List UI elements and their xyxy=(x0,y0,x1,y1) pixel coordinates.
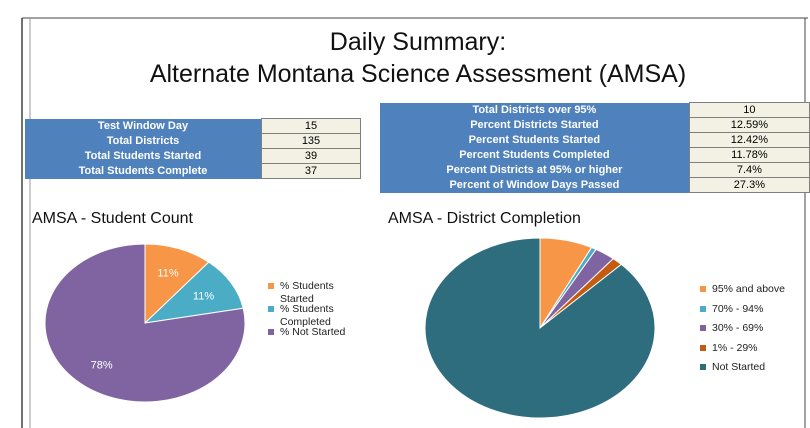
row-label: Percent Districts Started xyxy=(380,117,690,133)
legend-item: % Not Started xyxy=(268,326,353,339)
left-table: Test Window Day 15 Total Districts 135 Total… xyxy=(25,118,361,179)
table-row: Percent Districts Started 12.59% xyxy=(380,117,810,133)
legend-label: 70% - 94% xyxy=(712,302,764,315)
slice-label: 11% xyxy=(157,267,178,279)
legend-label: Not Started xyxy=(712,361,766,373)
pie-slice xyxy=(143,261,244,324)
chart-title: AMSA - Student Count xyxy=(32,210,194,227)
legend-swatch xyxy=(268,329,274,335)
title-line: Daily Summary: xyxy=(330,28,506,56)
row-label: Total Districts xyxy=(25,133,262,149)
row-label: Percent Districts at 95% or higher xyxy=(380,162,690,178)
table-row: Percent Districts at 95% or higher 7.4% xyxy=(380,162,810,178)
row-label: Total Districts over 95% xyxy=(380,102,690,118)
pie-slice xyxy=(44,243,246,403)
table-row: Total Students Complete 37 xyxy=(25,163,361,179)
row-value: 12.59% xyxy=(688,117,810,133)
legend-item: 30% - 69% xyxy=(700,322,810,335)
legend-item: 95% and above xyxy=(700,283,810,296)
row-value: 10 xyxy=(688,102,810,118)
row-label: Percent of Window Days Passed xyxy=(380,177,690,193)
legend-swatch xyxy=(268,306,274,312)
row-label: Total Students Complete xyxy=(25,163,262,179)
chart-title: AMSA - District Completion xyxy=(388,210,581,227)
legend-swatch xyxy=(700,344,706,351)
legend-swatch xyxy=(700,364,706,370)
legend-swatch xyxy=(700,325,706,331)
title-line: Alternate Montana Science Assessment (AM… xyxy=(150,60,686,88)
pie-slice xyxy=(144,243,210,325)
row-value: 37 xyxy=(261,163,361,179)
legend-label: 30% - 69% xyxy=(712,322,764,334)
legend-item: % Students Completed xyxy=(268,303,353,329)
row-value: 39 xyxy=(261,148,361,164)
row-value: 11.78% xyxy=(688,147,810,163)
slice-label: 11% xyxy=(193,291,214,303)
legend-swatch xyxy=(268,283,274,289)
slice-label: 78% xyxy=(91,359,113,371)
pie-slice xyxy=(424,237,656,419)
table-row: Percent Students Started 12.42% xyxy=(380,132,810,148)
legend-item: Not Started xyxy=(700,361,810,374)
row-label: Test Window Day xyxy=(25,118,262,134)
legend-swatch xyxy=(700,305,706,312)
table-row: Total Districts 135 xyxy=(25,133,361,149)
right-table: Total Districts over 95% 10 Percent Distri… xyxy=(380,102,810,193)
legend-label: 95% and above xyxy=(712,283,785,295)
legend-label: 1% - 29% xyxy=(712,341,758,354)
legend-item: 1% - 29% xyxy=(700,342,810,355)
legend-label: % Students Completed xyxy=(280,303,334,328)
legend-item: 70% - 94% xyxy=(700,303,810,316)
table-row: Test Window Day 15 xyxy=(25,118,361,134)
legend-label: % Students Started xyxy=(280,280,334,305)
table-row: Total Students Started 39 xyxy=(25,148,361,164)
table-row: Percent Students Completed 11.78% xyxy=(380,147,810,163)
legend-item: % Students Started xyxy=(268,280,353,306)
row-value: 7.4% xyxy=(688,162,810,178)
legend-swatch xyxy=(700,286,706,292)
row-label: Percent Students Started xyxy=(380,132,690,148)
row-value: 12.42% xyxy=(688,132,810,148)
row-label: Percent Students Completed xyxy=(380,147,690,163)
table-row: Percent of Window Days Passed 27.3% xyxy=(380,177,810,193)
legend-label: % Not Started xyxy=(280,326,346,338)
row-label: Total Students Started xyxy=(25,148,262,164)
row-value: 15 xyxy=(261,118,361,134)
row-value: 135 xyxy=(261,133,361,149)
row-value: 27.3% xyxy=(688,177,810,193)
table-row: Total Districts over 95% 10 xyxy=(380,102,810,118)
